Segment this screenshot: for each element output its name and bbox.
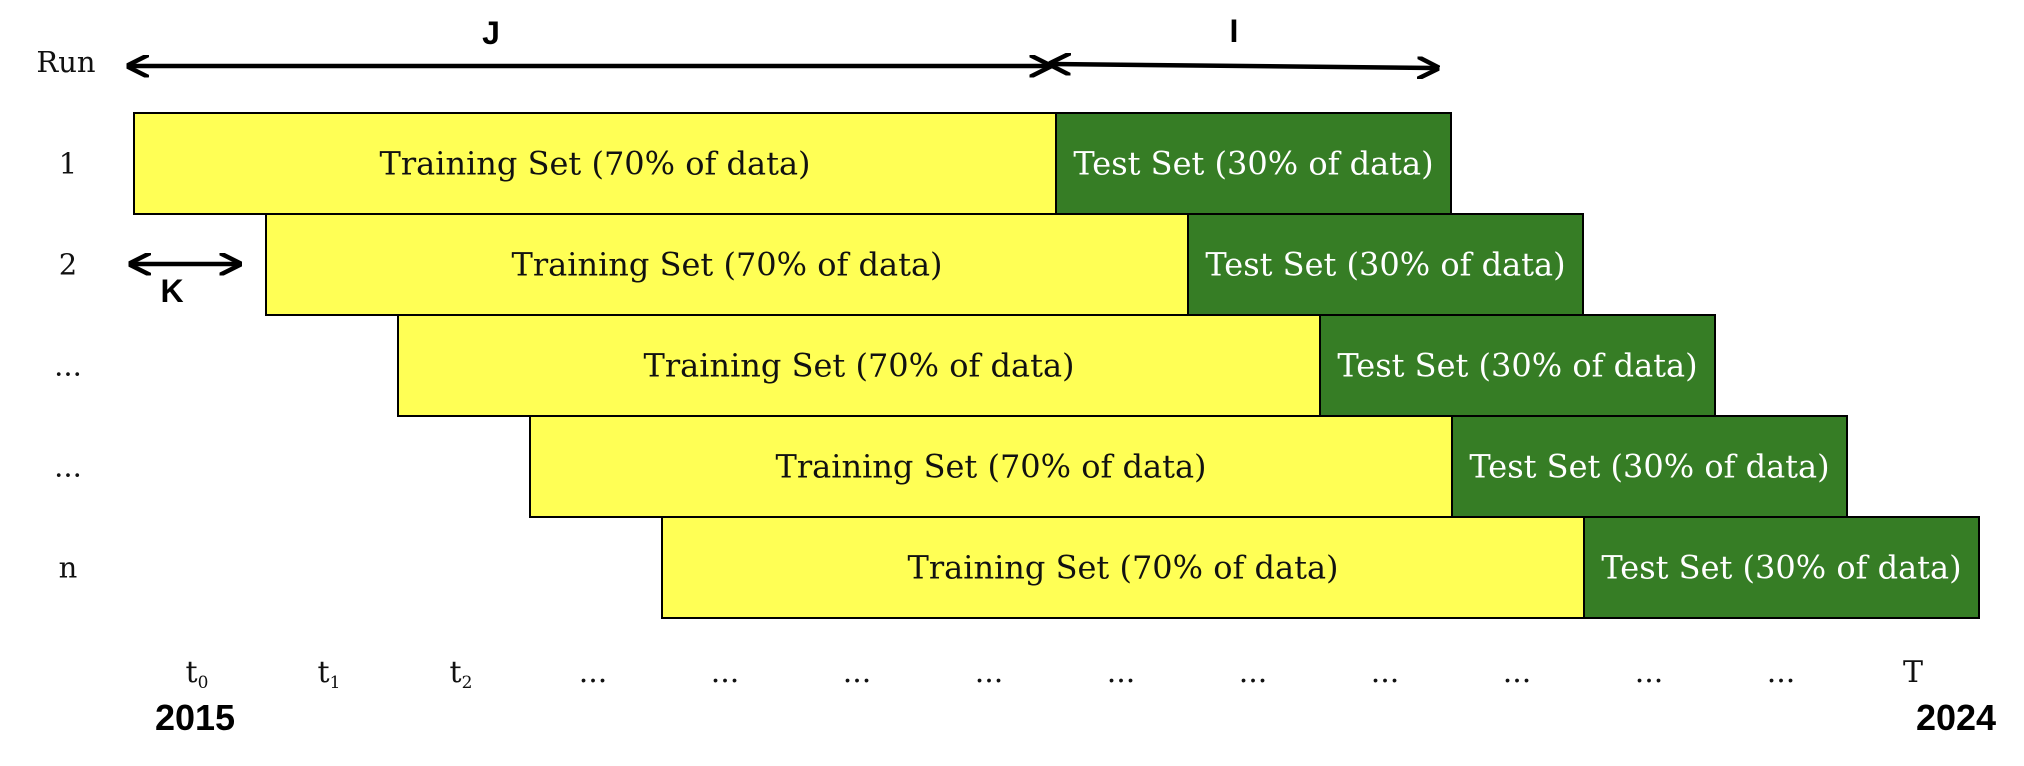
span-i-arrow	[1052, 64, 1436, 68]
time-tick-label: t1	[318, 655, 341, 693]
time-tick-label: ...	[579, 655, 608, 690]
time-tick-label: T	[1903, 655, 1923, 690]
time-tick-label: ...	[1371, 655, 1400, 690]
run-header: Run	[36, 45, 95, 79]
test-label: Test Set (30% of data)	[1205, 246, 1565, 284]
test-block	[1319, 314, 1716, 417]
training-block	[661, 516, 1585, 619]
time-tick-label: ...	[843, 655, 872, 690]
timeline: t0 t1 t2.............................. T	[186, 655, 1923, 693]
training-label: Training Set (70% of data)	[908, 549, 1339, 587]
time-tick-label: ...	[1107, 655, 1136, 690]
year-end: 2024	[1916, 697, 1996, 738]
span-i-label: I	[1230, 13, 1239, 49]
time-tick-label: ...	[1239, 655, 1268, 690]
time-tick-label: ...	[1503, 655, 1532, 690]
test-label: Test Set (30% of data)	[1601, 549, 1961, 587]
year-start: 2015	[155, 697, 235, 738]
time-tick-label: t2	[450, 655, 473, 693]
run-row: 2 Training Set (70% of data) Test Set (30%…	[59, 213, 1584, 316]
training-label: Training Set (70% of data)	[512, 246, 943, 284]
test-label: Test Set (30% of data)	[1073, 145, 1433, 183]
run-row: 1 Training Set (70% of data) Test Set (30%…	[59, 112, 1452, 215]
run-label: ...	[54, 349, 82, 383]
time-tick-label: ...	[1767, 655, 1796, 690]
time-tick-label: ...	[711, 655, 740, 690]
training-label: Training Set (70% of data)	[776, 448, 1207, 486]
test-block	[1451, 415, 1848, 518]
test-block	[1055, 112, 1452, 215]
span-j-label: J	[482, 15, 500, 51]
run-label: 2	[59, 248, 77, 282]
span-k-label: K	[160, 273, 183, 309]
run-label: 1	[59, 147, 77, 181]
run-row: ... Training Set (70% of data) Test Set (3…	[54, 415, 1848, 518]
training-label: Training Set (70% of data)	[380, 145, 811, 183]
test-block	[1187, 213, 1584, 316]
run-row: n Training Set (70% of data) Test Set (30%…	[59, 516, 1980, 619]
run-label: n	[59, 551, 78, 585]
run-row: ... Training Set (70% of data) Test Set (3…	[54, 314, 1716, 417]
test-label: Test Set (30% of data)	[1469, 448, 1829, 486]
test-block	[1583, 516, 1980, 619]
training-label: Training Set (70% of data)	[644, 347, 1075, 385]
test-label: Test Set (30% of data)	[1337, 347, 1697, 385]
run-label: ...	[54, 450, 82, 484]
time-tick-label: ...	[975, 655, 1004, 690]
run-bars: 1 Training Set (70% of data) Test Set (30%…	[54, 112, 1980, 619]
time-tick-label: t0	[186, 655, 209, 693]
time-tick-label: ...	[1635, 655, 1664, 690]
